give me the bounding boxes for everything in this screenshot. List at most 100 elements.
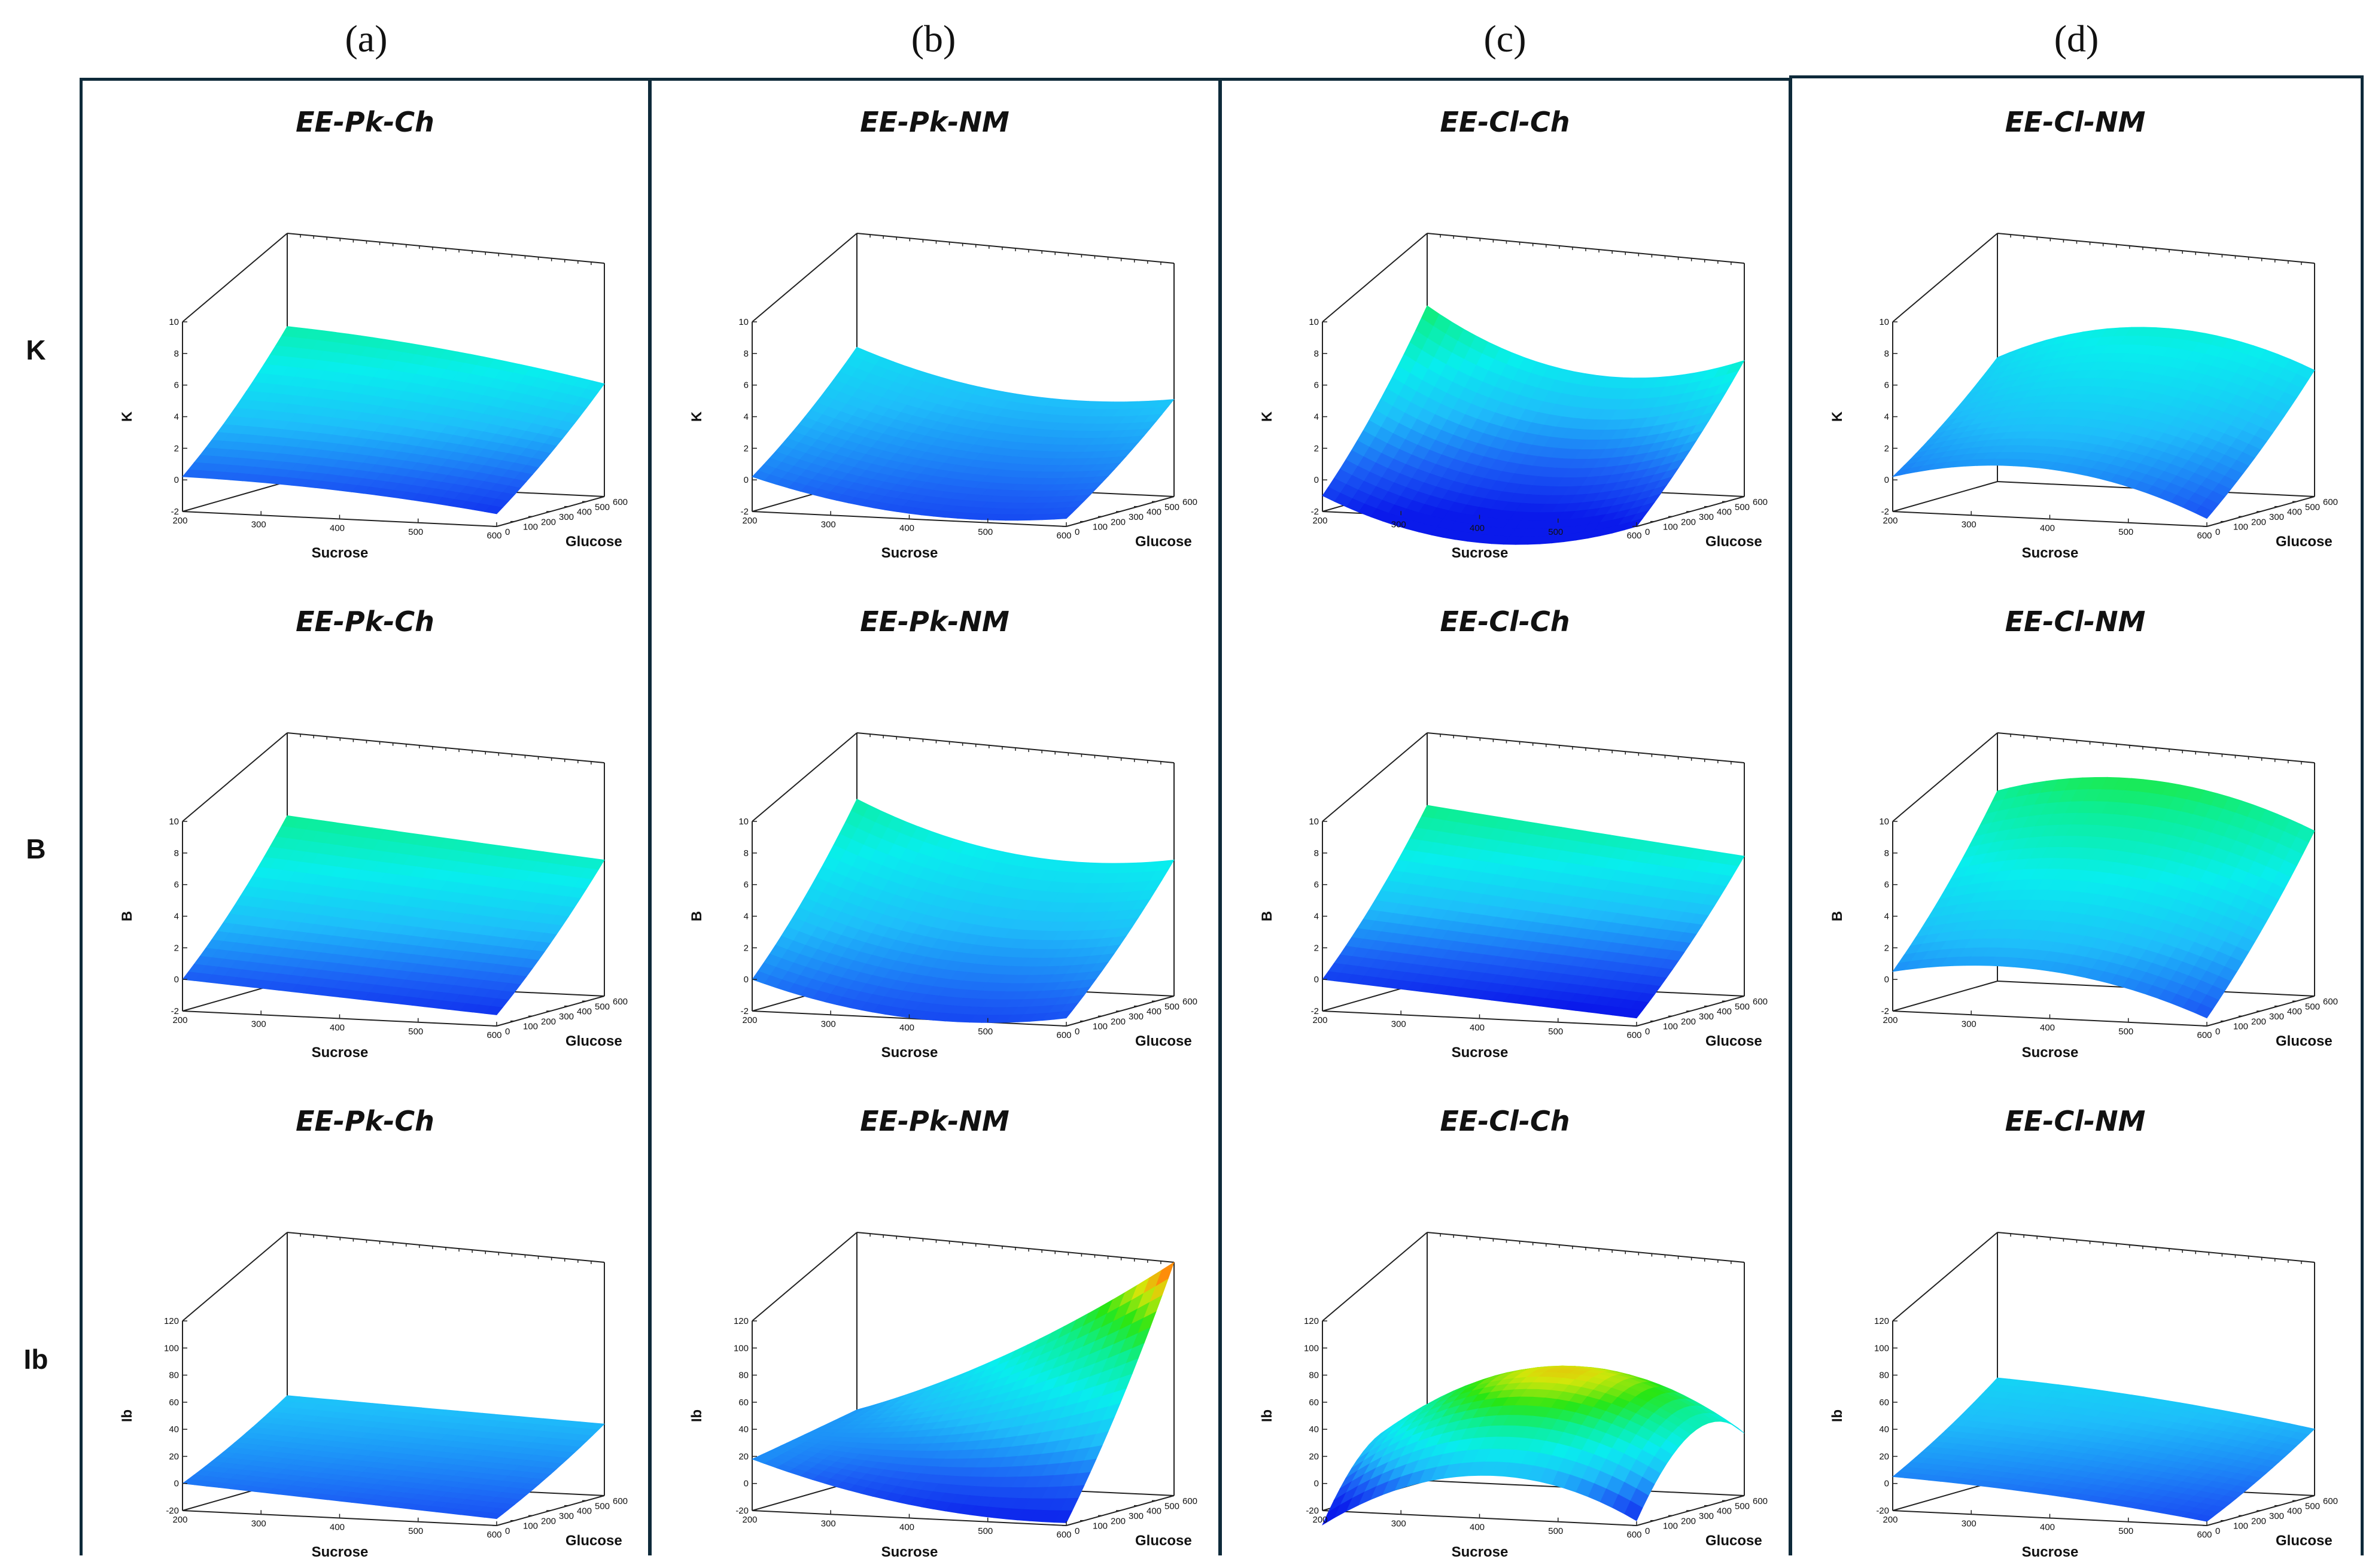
panel-d — [1789, 75, 2364, 1555]
z-tick-label: 6 — [744, 380, 749, 391]
surface — [181, 1395, 605, 1520]
x-tick-label: 300 — [821, 519, 836, 529]
y-tick-label: 500 — [595, 1001, 610, 1012]
y-tick-label: 100 — [1663, 522, 1678, 532]
z-tick-label: -2 — [1311, 1006, 1319, 1016]
surface-patch — [1053, 1010, 1073, 1020]
z-axis-title: B — [119, 911, 135, 921]
x-axis-ticks: 200 300 400 500 600 — [1883, 507, 2212, 541]
x-axis-ticks: 200 300 400 500 600 — [742, 1007, 1072, 1040]
z-axis-title: B — [1259, 911, 1275, 921]
z-tick-label: 0 — [744, 975, 749, 985]
x-tick-label: 500 — [978, 1027, 993, 1037]
chart-title: EE-Pk-NM — [860, 1105, 1009, 1137]
x-tick-label: 300 — [251, 519, 266, 529]
x-tick-label: 400 — [330, 1023, 345, 1033]
z-tick-label: 0 — [174, 1479, 179, 1489]
x-tick-label: 600 — [486, 1530, 501, 1540]
surface — [182, 326, 605, 514]
y-tick-label: 0 — [505, 527, 510, 537]
left-top-edge — [1892, 233, 1998, 322]
left-top-edge — [1322, 233, 1428, 322]
z-tick-label: 10 — [1309, 817, 1319, 827]
z-tick-label: 6 — [174, 880, 179, 890]
z-tick-label: 2 — [1314, 443, 1319, 453]
z-tick-label: 4 — [1314, 912, 1319, 922]
y-tick-label: 200 — [1681, 517, 1696, 527]
y-tick-label: 400 — [1147, 507, 1161, 517]
y-tick-label: 200 — [2251, 1016, 2266, 1027]
z-tick-label: 0 — [1884, 475, 1889, 485]
y-tick-label: 600 — [613, 997, 628, 1007]
x-tick-label: 200 — [742, 516, 757, 526]
y-tick-label: 600 — [2323, 497, 2338, 507]
left-top-edge — [1892, 732, 1998, 822]
x-tick-label: 600 — [486, 531, 501, 541]
y-tick-label: 300 — [2269, 1012, 2284, 1022]
y-tick-label: 200 — [541, 1016, 556, 1027]
left-top-edge — [752, 732, 857, 822]
y-tick-label: 500 — [2305, 502, 2320, 512]
y-tick-label: 500 — [1164, 1001, 1179, 1012]
z-tick-label: 6 — [1884, 880, 1889, 890]
y-tick-label: 600 — [613, 1496, 628, 1506]
z-axis-title: K — [1829, 411, 1845, 422]
y-tick-label: 500 — [1735, 502, 1750, 512]
x-axis-ticks: 200 300 400 500 600 — [1883, 1007, 2212, 1040]
z-tick-label: 0 — [1314, 475, 1319, 485]
x-tick-label: 500 — [408, 1027, 423, 1037]
x-axis-title: Sucrose — [312, 545, 369, 561]
x-axis-title: Sucrose — [312, 1045, 369, 1061]
z-tick-label: 20 — [169, 1451, 179, 1462]
y-axis-ticks: 0 100 200 300 400 500 600 — [492, 995, 628, 1037]
x-tick-label: 400 — [1470, 1023, 1485, 1033]
z-tick-label: 8 — [744, 349, 749, 359]
surface — [1892, 777, 2315, 1019]
y-tick-label: 0 — [1075, 1027, 1079, 1037]
y-tick-label: 200 — [2251, 517, 2266, 527]
z-tick-label: 10 — [1879, 817, 1889, 827]
x-tick-label: 600 — [2197, 1030, 2212, 1040]
x-tick-label: 200 — [1883, 1015, 1897, 1025]
y-axis-ticks: 0 100 200 300 400 500 600 — [2203, 496, 2338, 537]
z-tick-label: 0 — [1314, 975, 1319, 985]
y-tick-label: 0 — [1645, 1027, 1650, 1037]
left-floor-edge — [1892, 481, 1998, 512]
z-tick-label: 10 — [169, 817, 179, 827]
left-floor-edge — [1892, 981, 1998, 1012]
z-tick-label: 10 — [738, 317, 749, 327]
x-tick-label: 400 — [2040, 1023, 2055, 1033]
y-tick-label: 600 — [1753, 497, 1768, 507]
left-floor-edge — [182, 481, 288, 512]
x-tick-label: 400 — [899, 523, 914, 534]
z-tick-label: 40 — [169, 1424, 179, 1435]
z-axis-title: B — [689, 911, 705, 921]
y-axis-title: Glucose — [565, 1033, 622, 1049]
z-tick-label: -2 — [1881, 507, 1889, 517]
y-tick-label: 100 — [1093, 1022, 1108, 1032]
y-tick-label: 300 — [559, 512, 574, 522]
x-tick-label: 500 — [2118, 527, 2133, 537]
x-tick-label: 400 — [2040, 523, 2055, 534]
y-axis-title: Glucose — [1135, 1033, 1192, 1049]
y-tick-label: 300 — [2269, 512, 2284, 522]
y-tick-label: 200 — [541, 517, 556, 527]
y-tick-label: 500 — [1164, 502, 1179, 512]
x-axis-title: Sucrose — [1452, 1045, 1509, 1061]
x-tick-label: 600 — [2197, 531, 2212, 541]
chart-title: EE-Pk-NM — [860, 605, 1009, 638]
x-tick-label: 600 — [1056, 531, 1071, 541]
x-tick-label: 500 — [408, 527, 423, 537]
x-tick-label: 200 — [172, 1515, 187, 1525]
x-axis-title: Sucrose — [881, 1045, 938, 1061]
x-tick-label: 200 — [1883, 516, 1897, 526]
y-tick-label: 300 — [559, 1511, 574, 1521]
